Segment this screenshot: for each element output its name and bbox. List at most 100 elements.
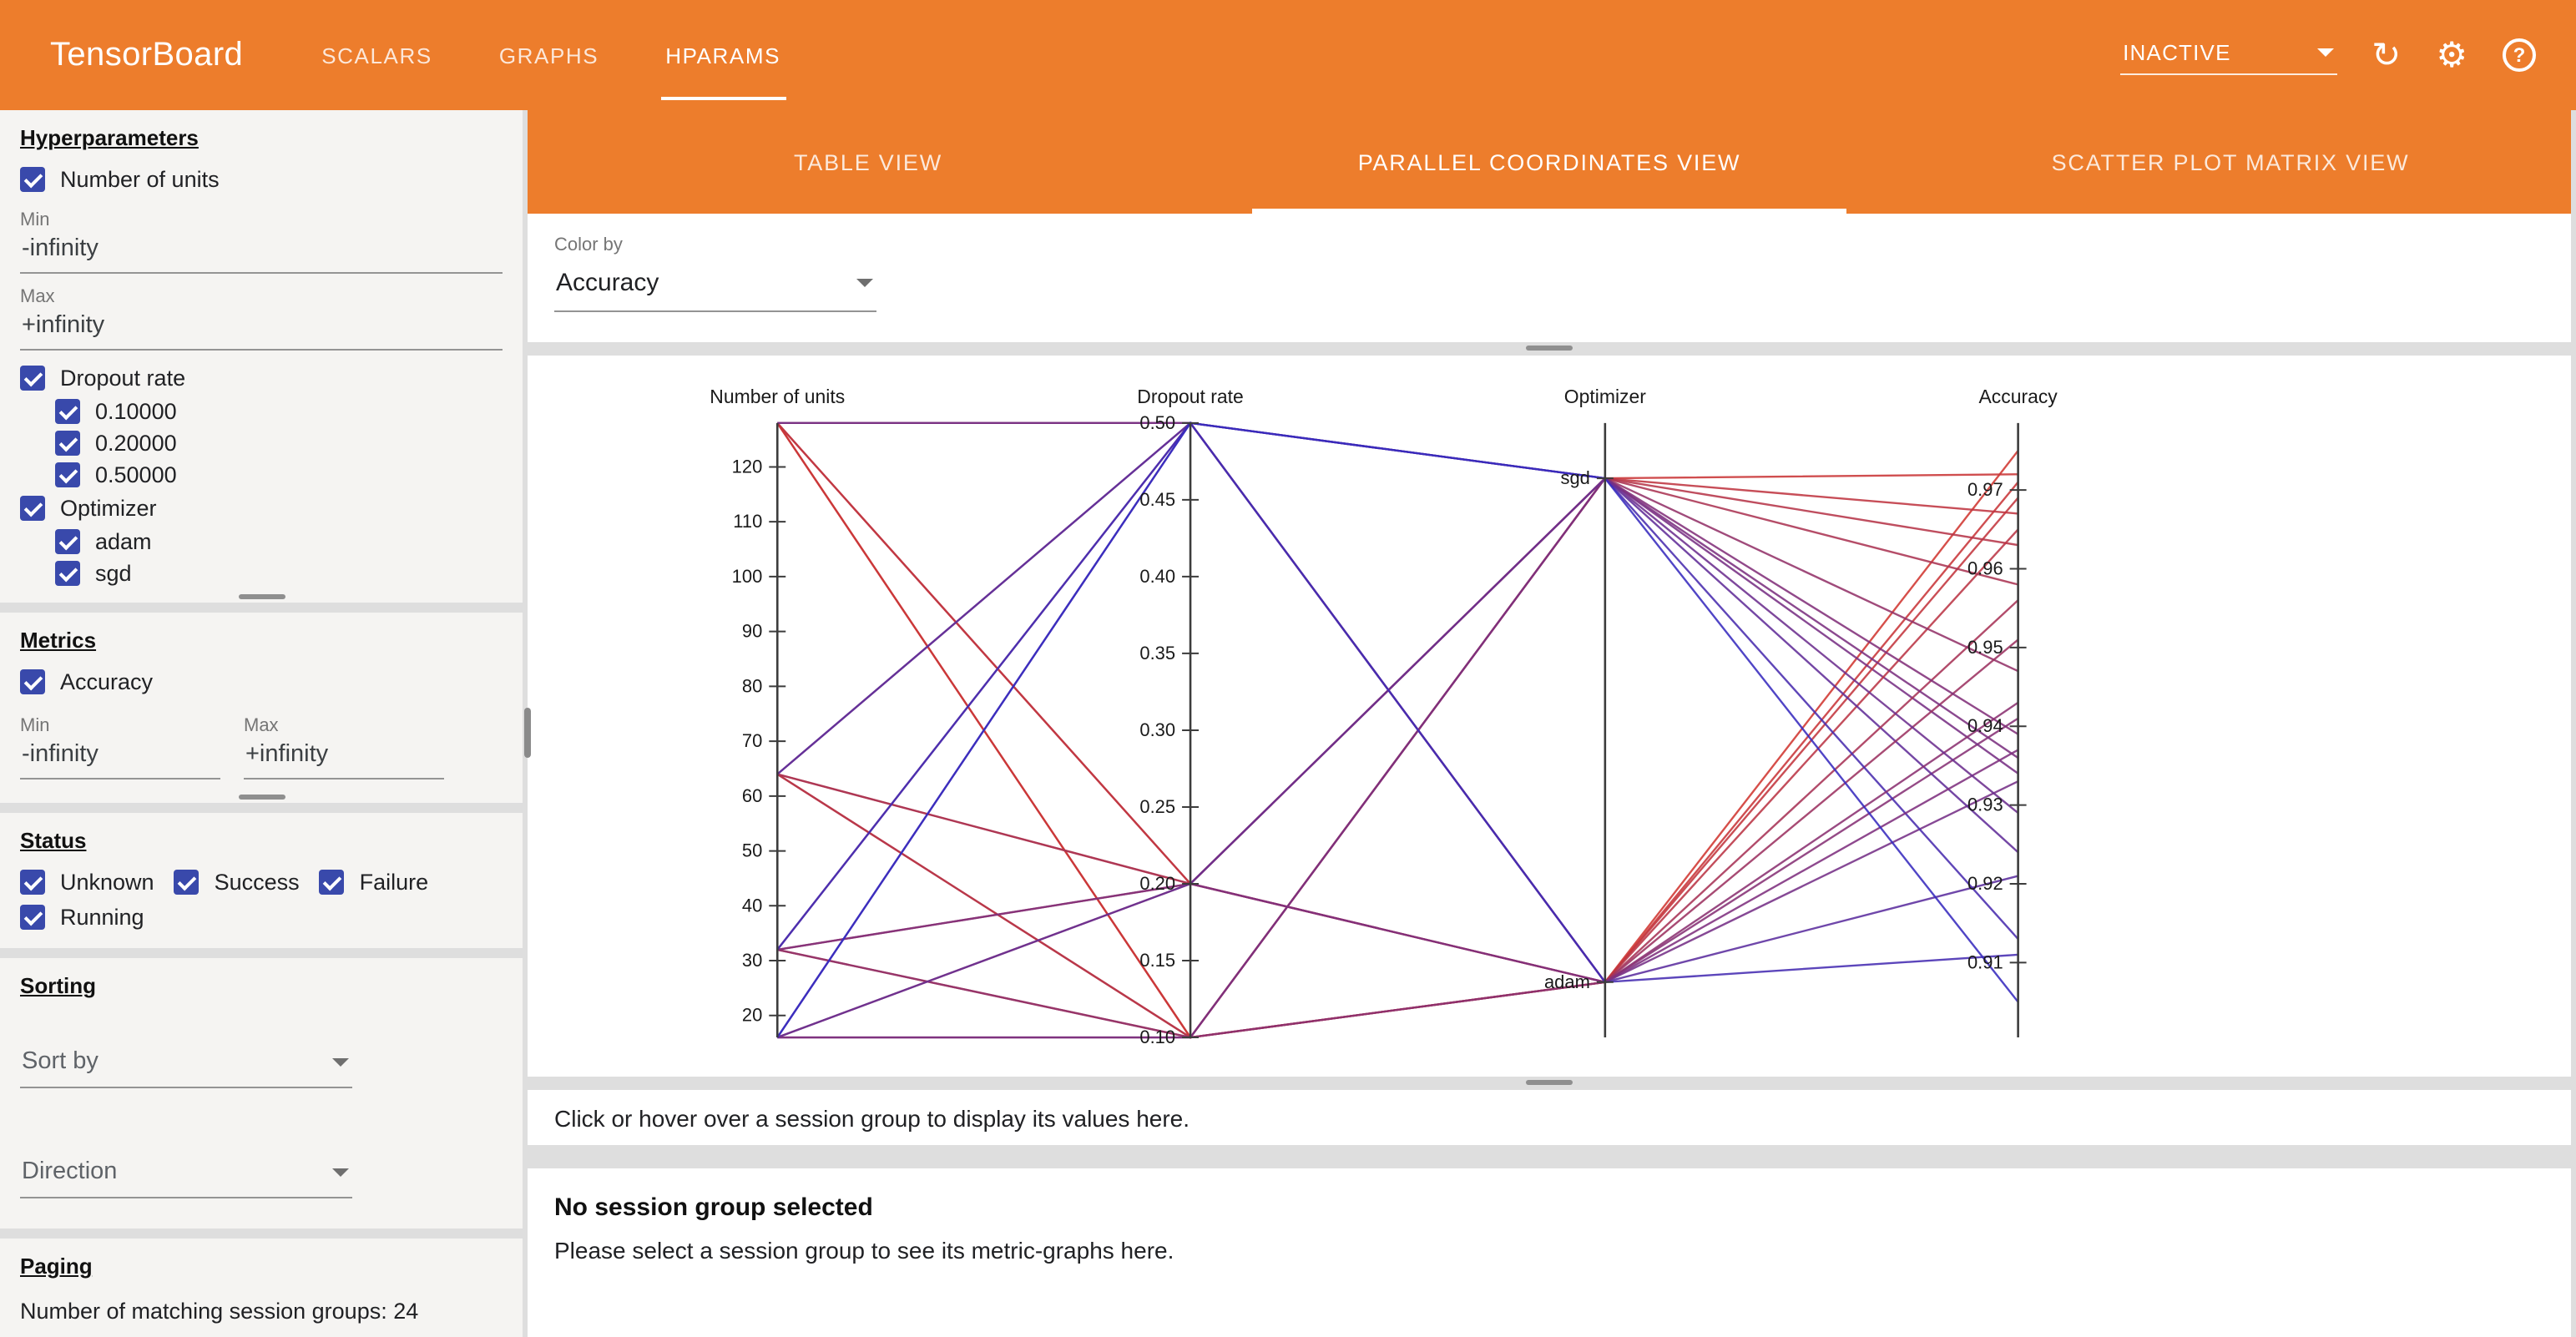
nav-tab-hparams[interactable]: HPARAMS — [660, 0, 785, 110]
axis-tick-label: 0.96 — [1967, 558, 2003, 578]
hparam-min-input[interactable]: -infinity — [20, 230, 503, 274]
checkbox-checked-icon[interactable] — [55, 462, 80, 487]
hparam-checkbox-optimizer[interactable]: Optimizer — [20, 491, 503, 526]
metric-max-label: Max — [244, 716, 279, 736]
axis-tick-label: 40 — [742, 895, 762, 916]
session-group-line[interactable] — [777, 477, 2019, 951]
checkbox-checked-icon[interactable] — [20, 496, 45, 521]
metric-checkbox-accuracy[interactable]: Accuracy — [20, 664, 503, 699]
axis-tick-label: 70 — [742, 730, 762, 751]
metric-max-field: Max +infinity — [244, 716, 444, 779]
hparam-value-checkbox-0-50000[interactable]: 0.50000 — [55, 459, 503, 491]
view-tab-parallel-coordinates-view[interactable]: PARALLEL COORDINATES VIEW — [1209, 110, 1890, 214]
parallel-coordinates-svg[interactable]: Number of units 20 30 40 50 60 70 80 90 100 110 120… — [528, 356, 2571, 1077]
divider-drag-handle[interactable] — [1526, 346, 1573, 351]
session-group-line[interactable] — [777, 701, 2019, 1039]
session-group-line[interactable] — [777, 599, 2019, 1039]
hparam-max-label: Max — [20, 287, 55, 307]
checkbox-checked-icon[interactable] — [55, 431, 80, 456]
checkbox-checked-icon[interactable] — [20, 870, 45, 895]
checkbox-checked-icon[interactable] — [55, 561, 80, 586]
hparam-min-label: Min — [20, 210, 50, 230]
nav-tab-scalars[interactable]: SCALARS — [321, 43, 432, 68]
view-tab-scatter-plot-matrix-view[interactable]: SCATTER PLOT MATRIX VIEW — [2051, 149, 2410, 174]
axis-accuracy[interactable]: Accuracy 0.91 0.92 0.93 0.94 0.95 0.96 0.97 — [1967, 386, 2058, 1038]
session-group-line[interactable] — [776, 477, 2019, 1039]
checkbox-checked-icon[interactable] — [174, 870, 200, 895]
axis-tick-label: 0.40 — [1139, 566, 1175, 587]
metric-checkbox-label: Accuracy — [60, 669, 154, 694]
session-group-line[interactable] — [776, 528, 2019, 984]
main-nav: SCALARS GRAPHS HPARAMS — [316, 0, 785, 110]
metric-min-input[interactable]: -infinity — [20, 736, 220, 779]
session-group-line[interactable] — [776, 421, 2019, 951]
metric-max-input[interactable]: +infinity — [244, 736, 444, 779]
hyperparameters-list: Number of units Min -infinity Max +infinity D… — [20, 162, 503, 589]
view-tab-table-view[interactable]: TABLE VIEW — [793, 149, 943, 174]
status-checkbox-label: Running — [60, 905, 144, 930]
hparams-sidebar: Hyperparameters Number of units Min -infin… — [0, 110, 523, 1337]
panel-resize-handle[interactable] — [238, 795, 285, 800]
sorting-panel: Sorting Sort by Direction — [0, 958, 523, 1229]
refresh-icon[interactable]: ↻ — [2371, 36, 2402, 74]
settings-gear-icon[interactable]: ⚙ — [2436, 36, 2467, 74]
reload-status-value: INACTIVE — [2123, 40, 2231, 65]
session-detail-panel: No session group selected Please select … — [528, 1168, 2571, 1337]
reload-status-dropdown[interactable]: INACTIVE — [2119, 35, 2337, 75]
hparam-value-checkbox-label: adam — [95, 529, 152, 554]
axis-tick-label: 0.35 — [1139, 643, 1175, 663]
session-group-line[interactable] — [776, 422, 2018, 885]
axis-number-of-units[interactable]: Number of units 20 30 40 50 60 70 80 90 100 110 120 — [710, 386, 845, 1038]
hparam-max-input[interactable]: +infinity — [20, 307, 503, 351]
status-checkbox-unknown[interactable]: Unknown — [20, 865, 154, 900]
divider-drag-handle[interactable] — [1526, 1080, 1573, 1085]
checkbox-checked-icon[interactable] — [20, 167, 45, 192]
sort-by-dropdown[interactable]: Sort by — [20, 1042, 352, 1088]
hparam-value-checkbox-adam[interactable]: adam — [55, 526, 503, 558]
chevron-down-icon — [2316, 48, 2334, 57]
status-checkbox-failure[interactable]: Failure — [319, 865, 428, 900]
checkbox-checked-icon[interactable] — [20, 669, 45, 694]
panel-resize-handle[interactable] — [238, 594, 285, 599]
sidebar-resize-handle[interactable] — [524, 708, 531, 758]
direction-dropdown[interactable]: Direction — [20, 1152, 352, 1198]
hparam-value-checkbox-0-20000[interactable]: 0.20000 — [55, 427, 503, 459]
hparam-value-checkbox-sgd[interactable]: sgd — [55, 558, 503, 589]
axis-dropout-rate[interactable]: Dropout rate 0.10 0.15 0.20 0.25 0.30 0.35 0.40… — [1137, 386, 1244, 1047]
chevron-down-icon — [332, 1057, 349, 1066]
axis-tick-label: 0.10 — [1139, 1027, 1175, 1047]
checkbox-checked-icon[interactable] — [55, 529, 80, 554]
help-icon[interactable]: ? — [2503, 38, 2536, 72]
axis-tick-label: adam — [1544, 971, 1590, 992]
status-checkbox-success[interactable]: Success — [174, 865, 300, 900]
axis-tick-label: 0.45 — [1139, 489, 1175, 510]
sorting-heading: Sorting — [20, 973, 96, 998]
hparam-value-checkbox-label: 0.10000 — [95, 399, 177, 424]
axis-tick-label: 0.97 — [1967, 479, 2003, 500]
metric-min-field: Min -infinity — [20, 716, 220, 779]
hparam-checkbox-dropout-rate[interactable]: Dropout rate — [20, 361, 503, 396]
session-group-line[interactable] — [777, 477, 2019, 1039]
status-checkbox-running[interactable]: Running — [20, 900, 144, 935]
hparam-value-checkbox-0-10000[interactable]: 0.10000 — [55, 396, 503, 427]
axis-optimizer[interactable]: Optimizer sgd adam — [1544, 386, 1646, 1038]
chevron-down-icon — [856, 279, 873, 287]
axis-tick-label: 100 — [732, 566, 763, 587]
color-by-dropdown[interactable]: Accuracy — [554, 259, 876, 312]
axis-tick-label: 90 — [742, 621, 762, 642]
checkbox-checked-icon[interactable] — [20, 366, 45, 391]
metrics-heading: Metrics — [20, 628, 97, 653]
checkbox-checked-icon[interactable] — [319, 870, 345, 895]
axis-tick-label: 0.15 — [1139, 950, 1175, 971]
checkbox-checked-icon[interactable] — [55, 399, 80, 424]
session-group-line[interactable] — [776, 421, 2019, 1038]
status-checkbox-label: Success — [214, 870, 300, 895]
nav-tab-graphs[interactable]: GRAPHS — [498, 43, 599, 68]
session-group-line[interactable] — [776, 421, 2019, 854]
checkbox-checked-icon[interactable] — [20, 905, 45, 930]
hparam-checkbox-number-of-units[interactable]: Number of units — [20, 162, 503, 197]
color-by-value: Accuracy — [556, 269, 659, 297]
app-title: TensorBoard — [50, 36, 244, 73]
divider — [528, 342, 2571, 356]
